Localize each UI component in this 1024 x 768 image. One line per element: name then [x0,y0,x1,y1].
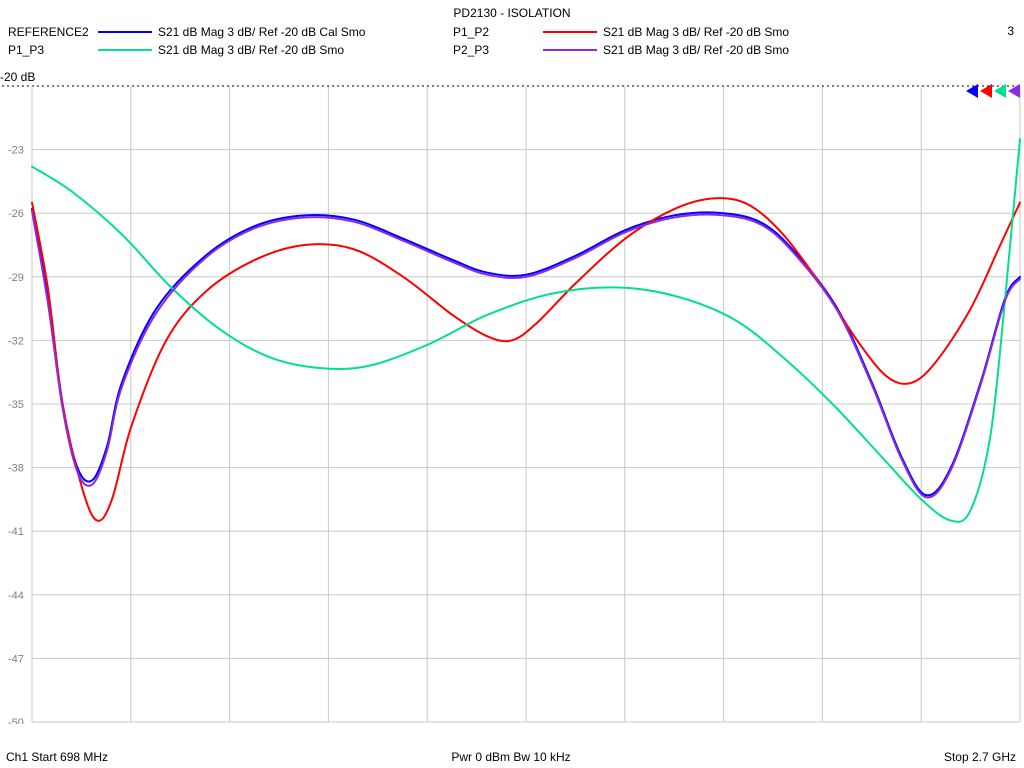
legend-item: P2_P3 S21 dB Mag 3 dB/ Ref -20 dB Smo [453,43,898,57]
legend-label: P2_P3 [453,43,543,57]
legend-item: P1_P2 S21 dB Mag 3 dB/ Ref -20 dB Smo [453,25,898,39]
legend-item: REFERENCE2 S21 dB Mag 3 dB/ Ref -20 dB Ca… [8,25,453,39]
legend-desc: S21 dB Mag 3 dB/ Ref -20 dB Cal Smo [158,25,365,39]
legend-swatch [98,49,152,51]
svg-text:-23: -23 [8,145,24,157]
svg-text:-47: -47 [8,653,24,665]
legend-swatch [98,31,152,33]
svg-text:-41: -41 [8,526,24,538]
svg-text:-38: -38 [8,463,24,475]
legend-desc: S21 dB Mag 3 dB/ Ref -20 dB Smo [158,43,344,57]
footer-mid: Pwr 0 dBm Bw 10 kHz [343,750,680,764]
legend-row-2: P1_P3S21 dB Mag 3 dB/ Ref -20 dB SmoP2_P… [8,41,1016,59]
svg-text:-44: -44 [8,590,24,602]
marker-triangle-icon [994,84,1006,98]
legend-label: P1_P2 [453,25,543,39]
legend: REFERENCE2 S21 dB Mag 3 dB/ Ref -20 dB Ca… [0,23,1024,59]
legend-item: P1_P3 S21 dB Mag 3 dB/ Ref -20 dB Smo [8,43,453,57]
line-chart-svg: -23 -26 -29 -32 -35 -38 -41 -44 -47 -50 [2,84,1022,724]
legend-swatch [543,31,597,33]
svg-text:-32: -32 [8,335,24,347]
marker-count: 3 [1007,24,1014,38]
footer-stop: Stop 2.7 GHz [679,750,1024,764]
svg-text:-35: -35 [8,399,24,411]
svg-text:-50: -50 [8,717,24,724]
svg-text:-29: -29 [8,272,24,284]
svg-text:-26: -26 [8,208,24,220]
legend-label: REFERENCE2 [8,25,98,39]
legend-row-1: REFERENCE2 S21 dB Mag 3 dB/ Ref -20 dB Ca… [8,23,1016,41]
trace-markers [966,84,1020,98]
legend-label: P1_P3 [8,43,98,57]
marker-triangle-icon [966,84,978,98]
chart-title: PD2130 - ISOLATION [0,0,1024,23]
chart-area: -23 -26 -29 -32 -35 -38 -41 -44 -47 -50 [2,84,1022,724]
marker-triangle-icon [980,84,992,98]
y-axis-top-label: -20 dB [0,70,35,84]
footer-start: Ch1 Start 698 MHz [0,750,343,764]
legend-swatch [543,49,597,51]
legend-desc: S21 dB Mag 3 dB/ Ref -20 dB Smo [603,25,789,39]
marker-triangle-icon [1008,84,1020,98]
footer: Ch1 Start 698 MHz Pwr 0 dBm Bw 10 kHz St… [0,750,1024,764]
legend-desc: S21 dB Mag 3 dB/ Ref -20 dB Smo [603,43,789,57]
